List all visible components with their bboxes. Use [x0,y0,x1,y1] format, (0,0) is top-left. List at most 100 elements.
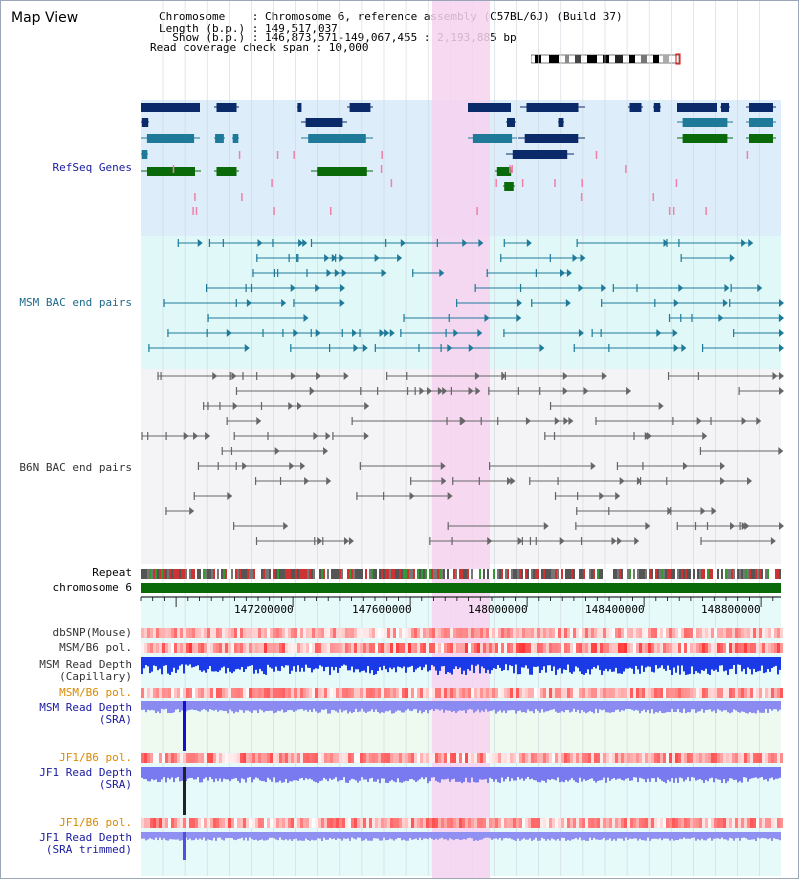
depth-bar [217,657,219,673]
depth-bar [683,767,685,782]
depth-bar [611,767,613,780]
depth-bar [431,767,433,778]
heat-cell [252,753,255,763]
heat-cell [270,643,273,653]
heat-cell [477,688,480,698]
bac-end [356,492,358,500]
depth-bar [465,701,467,714]
repeat-mark [427,569,429,579]
repeat-mark [597,569,599,579]
depth-bar [167,657,169,674]
heat-cell [528,643,531,653]
depth-bar [445,701,447,711]
repeat-mark [165,569,167,579]
heat-cell [522,628,525,638]
heat-cell [309,753,312,763]
depth-bar [285,657,287,666]
repeat-mark [253,569,255,579]
depth-bar [529,767,531,780]
axis-tick-label: 148400000 [585,603,645,616]
heat-cell [171,688,174,698]
heat-cell [318,688,321,698]
heat-cell [486,628,489,638]
refseq-tick [705,207,707,215]
depth-bar [391,657,393,670]
repeat-mark [181,569,183,579]
depth-bar [213,767,215,783]
repeat-mark [645,569,647,579]
heat-cell [300,818,303,828]
bac-end-arrow [468,387,474,395]
depth-bar [187,657,189,666]
depth-bar [223,657,225,667]
depth-bar [551,767,553,779]
repeat-mark [591,569,593,579]
depth-bar [675,832,677,841]
depth-bar [399,832,401,838]
depth-bar [619,657,621,674]
repeat-mark [689,569,691,579]
depth-bar [345,657,347,666]
heat-cell [618,643,621,653]
heat-cell [777,753,780,763]
heat-cell [291,753,294,763]
heat-cell [363,688,366,698]
heat-cell [771,753,774,763]
bac-end-arrow [475,387,481,395]
depth-bar [729,832,731,838]
depth-bar [295,767,297,781]
repeat-mark [337,569,339,579]
repeat-mark [475,569,477,579]
depth-bar [707,657,709,674]
depth-bar [141,767,143,778]
depth-bar [561,657,563,674]
depth-bar [401,701,403,713]
depth-bar [305,657,307,665]
depth-bar [413,657,415,673]
heat-cell [276,753,279,763]
depth-bar [443,832,445,840]
heat-cell [696,688,699,698]
depth-bar [317,701,319,714]
depth-bar [481,701,483,711]
heat-cell [306,628,309,638]
depth-bar [427,767,429,784]
depth-bar [541,767,543,781]
repeat-mark [269,569,271,579]
depth-bar [593,657,595,667]
repeat-mark [687,569,689,579]
repeat-mark [369,569,371,579]
depth-bar [405,701,407,711]
gene-exon [653,103,661,112]
heat-cell [654,688,657,698]
depth-bar [663,767,665,782]
heat-cell [456,643,459,653]
depth-bar [229,767,231,782]
depth-bar [503,832,505,839]
depth-bar [153,832,155,840]
depth-bar [251,657,253,666]
heat-cell [696,628,699,638]
depth-bar [347,701,349,714]
depth-bar [159,701,161,714]
heat-cell [549,818,552,828]
heat-cell [699,643,702,653]
repeat-mark [203,569,205,579]
heat-cell [429,688,432,698]
heat-cell [354,628,357,638]
bac-end [412,269,414,277]
repeat-mark [151,569,153,579]
heat-cell [741,753,744,763]
bac-end-arrow [227,492,233,500]
label-jf1-b6-pol-2: JF1/B6 pol. [59,816,132,829]
depth-bar [329,832,331,838]
heat-cell [153,818,156,828]
heat-cell [702,818,705,828]
repeat-mark [519,569,521,579]
depth-bar [695,657,697,672]
heat-cell [711,818,714,828]
depth-bar [761,767,763,778]
repeat-mark [763,569,765,579]
heat-cell [741,818,744,828]
